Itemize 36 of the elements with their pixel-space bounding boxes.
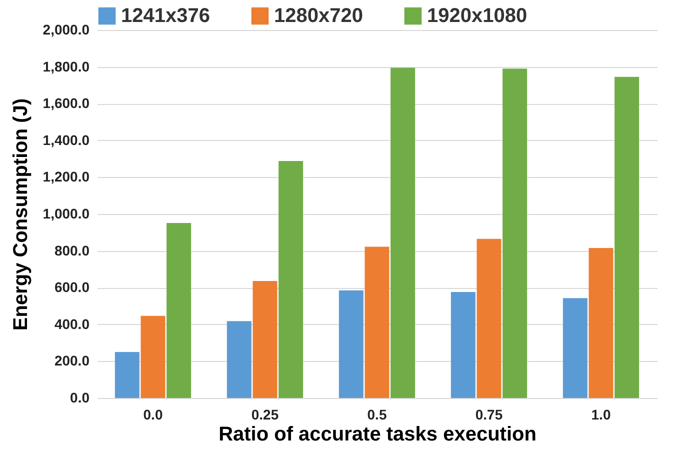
bar xyxy=(278,161,304,398)
y-tick-label: 400.0 xyxy=(54,316,90,332)
y-tick-label: 0.0 xyxy=(70,390,90,406)
bar xyxy=(588,248,614,398)
x-tick-label: 0.5 xyxy=(367,406,387,422)
x-tick-label: 0.0 xyxy=(143,406,163,422)
bar xyxy=(614,76,640,398)
y-tick-label: 200.0 xyxy=(54,352,90,369)
legend-label: 1920x1080 xyxy=(427,5,528,27)
legend-label: 1241x376 xyxy=(121,5,210,27)
x-tick-label: 0.25 xyxy=(251,406,279,422)
y-tick-label: 2,000.0 xyxy=(42,22,90,38)
bar xyxy=(140,316,166,398)
bar xyxy=(476,238,502,398)
bar xyxy=(252,280,278,398)
legend-label: 1280x720 xyxy=(274,5,363,27)
bar xyxy=(114,352,140,398)
bar xyxy=(450,292,476,398)
bar xyxy=(166,223,192,398)
y-tick-label: 1,400.0 xyxy=(42,132,90,148)
y-tick-label: 800.0 xyxy=(54,242,90,258)
x-tick-label: 1.0 xyxy=(591,406,611,422)
bar xyxy=(562,298,588,398)
bar xyxy=(364,246,390,398)
bar xyxy=(338,290,364,398)
y-tick-label: 1,800.0 xyxy=(42,58,90,74)
bar xyxy=(226,321,252,398)
y-tick-label: 1,200.0 xyxy=(42,168,90,185)
x-axis-title: Ratio of accurate tasks execution xyxy=(218,424,536,446)
bar xyxy=(502,68,528,398)
y-axis-title: Energy Consumption (J) xyxy=(10,98,32,331)
y-tick-label: 1,000.0 xyxy=(42,206,90,222)
bar xyxy=(390,68,416,398)
y-tick-label: 600.0 xyxy=(54,279,90,296)
x-tick-label: 0.75 xyxy=(475,406,503,422)
y-tick-label: 1,600.0 xyxy=(42,95,90,112)
